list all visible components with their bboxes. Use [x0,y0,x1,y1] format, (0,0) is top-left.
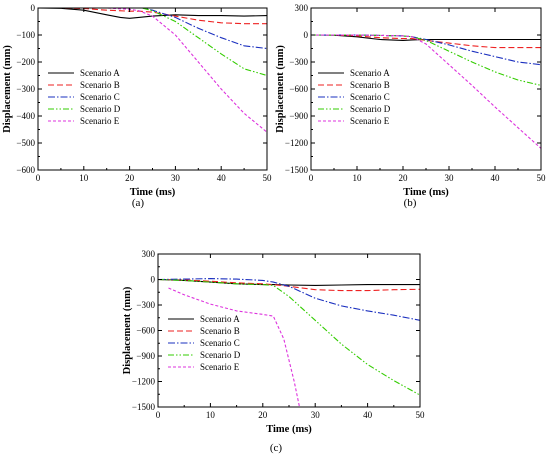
x-tick-label: 0 [36,173,41,183]
legend: Scenario A Scenario B Scenario C Scenario D… [48,68,121,126]
x-tick-label: 10 [79,173,89,183]
series-line-scenario-b [311,34,541,49]
legend-label: Scenario B [200,326,240,336]
chart-panel-2: 0 10 20 30 40 50 300 0 −300 −600 −900 −1200 −1500 Tim… [122,249,425,454]
y-tick-label: −1500 [285,165,309,175]
x-tick-label: 50 [263,173,273,183]
chart-panel-0: 0 10 20 30 40 50 0 −100 −200 −300 −400 −500 −600 Time… [2,3,272,209]
legend: Scenario A Scenario B Scenario C Scenario D… [168,314,241,372]
y-tick-label: −1500 [132,402,156,412]
legend-label: Scenario B [80,80,120,90]
y-tick-label: −300 [136,300,155,310]
y-tick-label: 0 [151,275,156,285]
legend-label: Scenario A [350,68,390,78]
x-tick-label: 50 [537,173,547,183]
y-tick-label: 300 [142,249,156,259]
y-axis-title: Displacement (mm) [275,45,286,133]
x-tick-label: 30 [311,410,321,420]
x-tick-label: 40 [217,173,227,183]
x-axis-title: Time (ms) [130,187,176,198]
x-tick-label: 0 [156,410,161,420]
legend-label: Scenario D [350,104,391,114]
y-tick-label: −1200 [132,377,156,387]
y-tick-label: 0 [304,30,309,40]
legend-label: Scenario E [350,116,390,126]
y-tick-label: −900 [289,111,308,121]
x-axis-title: Time (ms) [266,424,312,435]
legend-label: Scenario E [200,362,240,372]
series-line-scenario-d [158,278,420,396]
y-tick-label: −100 [16,30,35,40]
x-tick-label: 50 [416,410,426,420]
x-tick-label: 0 [309,173,314,183]
y-tick-label: −600 [16,165,35,175]
legend: Scenario A Scenario B Scenario C Scenario D… [318,68,391,126]
series-line-scenario-e [168,287,301,407]
legend-label: Scenario A [200,314,240,324]
plot-frame [310,7,542,171]
panel-label: (c) [270,442,283,454]
chart-panel-1: 0 10 20 30 40 50 300 0 −300 −600 −900 −1200 −1500 Tim… [275,3,546,209]
y-tick-label: 300 [295,3,309,13]
series-line-scenario-c [158,278,420,321]
legend-label: Scenario D [80,104,121,114]
x-tick-label: 30 [171,173,181,183]
y-tick-label: −600 [289,84,308,94]
series-line-scenario-b [158,278,420,292]
y-tick-label: −400 [16,111,35,121]
series-line-scenario-d [311,34,541,86]
plot-frame [37,7,268,171]
x-tick-label: 30 [445,173,455,183]
x-tick-label: 40 [491,173,501,183]
series-line-scenario-e [38,8,267,133]
series-line-scenario-e [311,34,541,149]
legend-label: Scenario C [200,338,240,348]
y-axis-title: Displacement (mm) [2,45,13,133]
x-tick-label: 20 [258,410,268,420]
series-group [38,8,267,133]
legend-label: Scenario B [350,80,390,90]
y-tick-label: −500 [16,138,35,148]
legend-label: Scenario E [80,116,120,126]
legend-label: Scenario C [80,92,120,102]
y-tick-label: 0 [31,3,36,13]
legend-label: Scenario D [200,350,241,360]
y-tick-label: −900 [136,351,155,361]
x-tick-label: 20 [125,173,135,183]
x-axis-title: Time (ms) [403,187,449,198]
x-tick-label: 10 [353,173,363,183]
y-axis-title: Displacement (mm) [122,286,133,374]
series-group [311,34,541,149]
y-tick-label: −300 [16,84,35,94]
series-group [158,278,420,407]
panel-label: (b) [404,197,417,209]
y-tick-label: −1200 [285,138,309,148]
series-line-scenario-d [38,8,267,77]
y-tick-label: −600 [136,326,155,336]
x-tick-label: 20 [399,173,409,183]
x-tick-label: 40 [363,410,373,420]
x-tick-label: 10 [206,410,216,420]
legend-label: Scenario C [350,92,390,102]
plot-frame [157,253,421,408]
y-tick-label: −300 [289,57,308,67]
legend-label: Scenario A [80,68,120,78]
panel-label: (a) [132,197,145,209]
series-line-scenario-c [38,8,267,50]
y-tick-label: −200 [16,57,35,67]
